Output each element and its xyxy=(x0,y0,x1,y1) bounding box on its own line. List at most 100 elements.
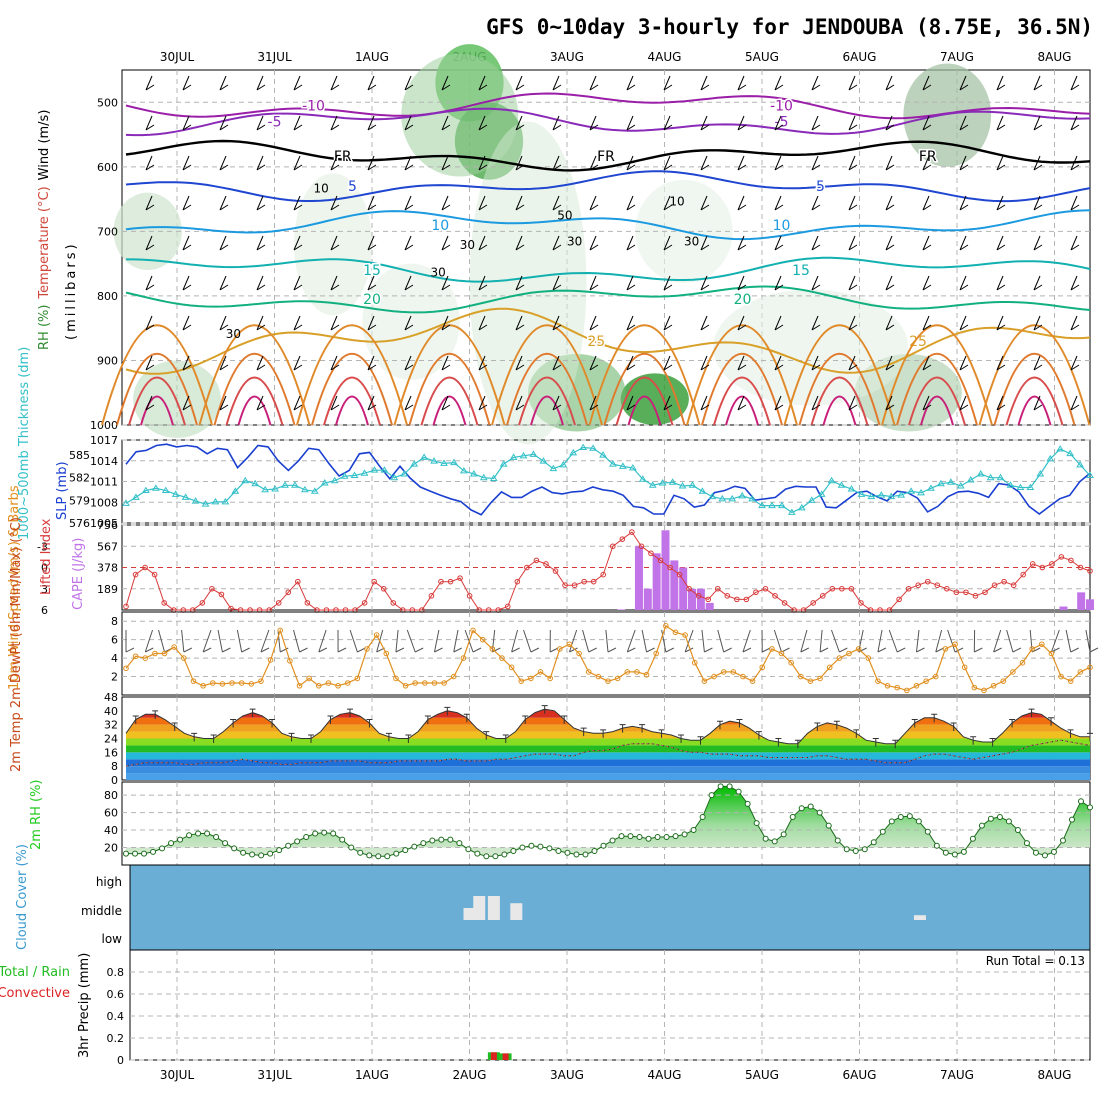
lifted-marker xyxy=(972,593,979,599)
temp-ylabel: 2m Temp 2m DewPt (6hr Min/Max) (°C) xyxy=(9,517,24,772)
thickness-marker xyxy=(996,473,1005,481)
lifted-marker xyxy=(810,600,817,606)
wind10-barb xyxy=(605,629,617,653)
rh-tick: 40 xyxy=(104,824,118,837)
lifted-marker xyxy=(142,564,148,571)
rh-marker xyxy=(159,845,166,852)
cape-bar xyxy=(1086,599,1094,610)
lifted-marker xyxy=(151,571,158,578)
rh-marker xyxy=(519,844,526,851)
wind-barb xyxy=(515,355,525,371)
wind-barb xyxy=(1033,275,1043,291)
wind10-marker xyxy=(354,675,361,682)
isotherm-line xyxy=(125,92,1091,120)
rh-shading xyxy=(113,192,182,271)
precip-tick: 0.2 xyxy=(107,1032,125,1045)
temp-minmax xyxy=(424,715,431,725)
wind10-marker xyxy=(344,680,351,686)
rh-marker xyxy=(906,813,913,820)
temp-band xyxy=(126,745,1090,753)
lifted-marker xyxy=(934,582,941,589)
wind10-marker xyxy=(1048,650,1055,657)
ylabel-part: Temperature (°C) xyxy=(37,186,52,299)
rh-marker xyxy=(717,783,724,790)
wind-barb xyxy=(589,155,599,171)
wind-barb xyxy=(589,355,599,371)
thickness-marker xyxy=(181,493,190,500)
thickness-marker xyxy=(628,463,637,471)
thickness-marker xyxy=(698,487,707,494)
cloud-cell xyxy=(913,915,926,920)
surface-isotherm xyxy=(822,395,857,426)
rh-marker xyxy=(663,834,670,841)
wind-barb xyxy=(441,115,451,131)
wind-barb xyxy=(145,235,155,251)
wind10-marker xyxy=(605,678,611,684)
temp-band xyxy=(126,697,1090,704)
wind-barb xyxy=(737,195,747,211)
lifted-marker xyxy=(295,578,301,585)
wind10-marker xyxy=(1087,664,1093,671)
temp-tick: 48 xyxy=(104,691,118,704)
bottom-date-label: 7AUG xyxy=(940,1068,974,1082)
wind-barb xyxy=(1033,195,1043,211)
rh-marker xyxy=(771,838,778,845)
lifted-marker xyxy=(839,585,845,592)
lifted-marker xyxy=(991,582,998,589)
surface-isotherm xyxy=(140,395,174,426)
thickness-marker xyxy=(231,487,240,494)
wind10-marker xyxy=(152,650,158,657)
bottom-date-label: 8AUG xyxy=(1038,1068,1072,1082)
cloud-cell xyxy=(510,903,523,920)
wind10-barb xyxy=(293,629,308,653)
rh-marker xyxy=(213,834,220,841)
wind10-marker xyxy=(171,644,177,650)
precip-run-total: Run Total = 0.13 xyxy=(986,954,1085,968)
lifted-marker xyxy=(1077,564,1084,571)
temp-minmax xyxy=(522,715,529,725)
wind-barb xyxy=(811,195,821,211)
rh-marker xyxy=(1068,816,1075,823)
wind10-marker xyxy=(287,658,293,664)
wind-barb xyxy=(367,315,377,331)
wind-barb xyxy=(478,355,488,371)
rh-marker xyxy=(456,840,463,847)
temp-minmax xyxy=(230,718,237,728)
wind10-marker xyxy=(904,687,910,694)
wind10-marker xyxy=(1000,678,1007,684)
wind-barb xyxy=(1070,275,1080,291)
wind-barb xyxy=(885,395,895,411)
wind-barb xyxy=(996,355,1006,371)
surface-isotherm xyxy=(725,395,759,426)
wind10-marker xyxy=(624,669,631,675)
rh-marker xyxy=(420,840,427,847)
isotherm-label: 20 xyxy=(734,292,752,308)
wind-barb xyxy=(996,235,1006,251)
wind10-marker xyxy=(614,675,621,682)
wind-barb xyxy=(330,235,340,251)
thickness-marker xyxy=(797,503,806,511)
wind10-marker xyxy=(971,684,978,691)
lifted-marker xyxy=(753,589,759,596)
wind10-marker xyxy=(306,675,312,682)
rh-marker xyxy=(915,818,922,825)
bottom-date-label: 30JUL xyxy=(160,1068,195,1082)
lifted-marker xyxy=(457,575,463,581)
surface-isotherm xyxy=(908,376,966,426)
isotherm-line xyxy=(125,285,1091,314)
rh-marker xyxy=(672,833,679,840)
wind10-barb xyxy=(800,629,810,653)
wind-barb xyxy=(959,155,969,171)
wind10-barb xyxy=(684,629,694,653)
surface-isotherm xyxy=(323,376,381,426)
wind-barb xyxy=(404,315,414,331)
wind-barb xyxy=(145,315,155,331)
wind-barb xyxy=(219,355,229,371)
thickness-tick: 585 xyxy=(69,449,90,462)
rh-marker xyxy=(879,828,886,835)
surface-isotherm xyxy=(603,353,686,426)
lifted-marker xyxy=(657,557,664,564)
wind-barb xyxy=(589,195,599,211)
thickness-marker xyxy=(479,473,488,481)
rh-marker xyxy=(366,852,373,859)
